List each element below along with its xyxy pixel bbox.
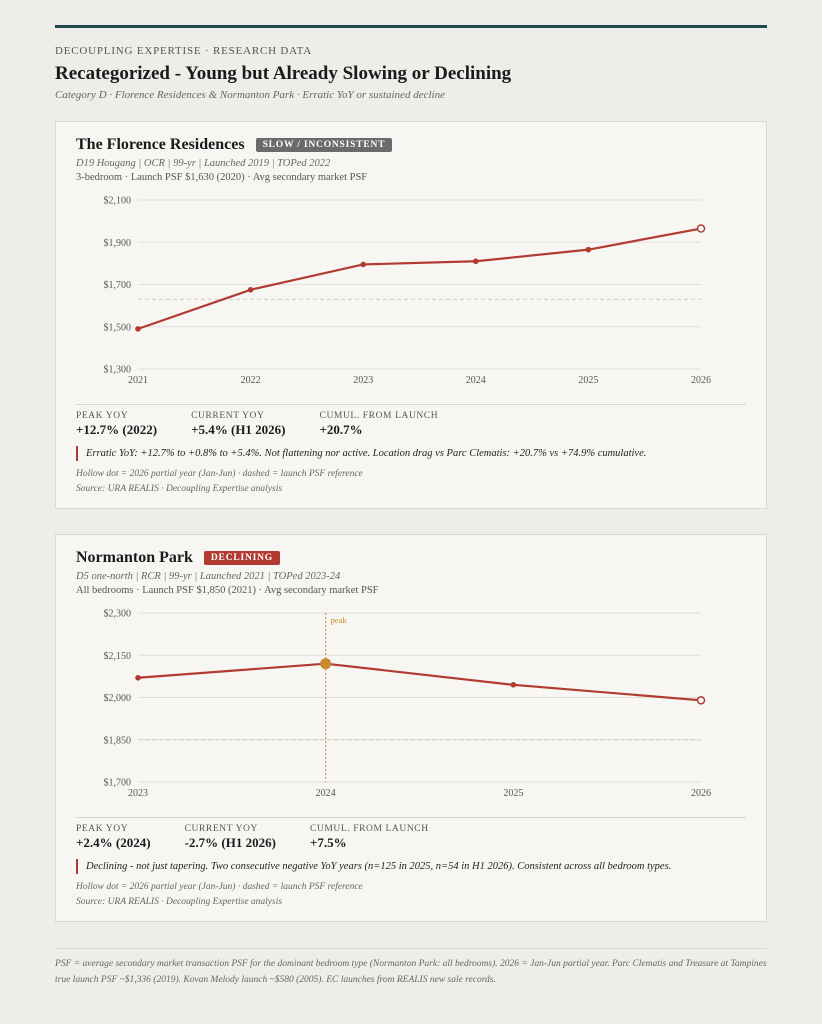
stat-value: +2.4% (2024) bbox=[76, 835, 151, 850]
footer-note: PSF = average secondary market transacti… bbox=[55, 959, 767, 985]
y-tick-label: $1,850 bbox=[104, 735, 132, 746]
stat-peak-yoy: PEAK YOY +2.4% (2024) bbox=[76, 824, 151, 851]
page-title: Recategorized - Young but Already Slowin… bbox=[55, 63, 512, 84]
eyebrow: DECOUPLING EXPERTISE · RESEARCH DATA bbox=[55, 45, 313, 57]
y-tick-label: $1,900 bbox=[104, 238, 132, 249]
x-tick-label: 2026 bbox=[691, 375, 711, 386]
data-point bbox=[473, 258, 479, 265]
card-description: 3-bedroom · Launch PSF $1,630 (2020) · A… bbox=[76, 172, 368, 183]
stat-value: +5.4% (H1 2026) bbox=[191, 422, 286, 437]
stat-cumulative: CUMUL. FROM LAUNCH +7.5% bbox=[310, 824, 429, 851]
project-card-florence: The Florence Residences SLOW / INCONSIST… bbox=[55, 121, 767, 509]
card-meta: D19 Hougang | OCR | 99-yr | Launched 201… bbox=[76, 158, 331, 169]
stat-label: CUMUL. FROM LAUNCH bbox=[319, 411, 439, 421]
series-line bbox=[137, 227, 702, 330]
stat-label: CURRENT YOY bbox=[184, 824, 258, 834]
x-tick-label: 2022 bbox=[241, 375, 261, 386]
data-point-partial-year bbox=[696, 696, 706, 705]
stat-value: -2.7% (H1 2026) bbox=[184, 835, 276, 850]
x-tick-label: 2026 bbox=[691, 788, 711, 799]
chart-legend-note: Hollow dot = 2026 partial year (Jan-Jun)… bbox=[76, 882, 363, 892]
x-tick-label: 2021 bbox=[128, 375, 148, 386]
series-line bbox=[137, 662, 702, 702]
stat-label: PEAK YOY bbox=[76, 411, 129, 421]
top-accent-bar bbox=[55, 25, 767, 28]
data-point-peak bbox=[320, 658, 332, 670]
y-tick-label: $1,700 bbox=[104, 778, 132, 789]
stat-cumulative: CUMUL. FROM LAUNCH +20.7% bbox=[320, 411, 439, 438]
x-tick-label: 2023 bbox=[353, 375, 373, 386]
y-tick-label: $2,150 bbox=[104, 651, 132, 662]
y-tick-label: $1,700 bbox=[104, 280, 132, 291]
stat-label: PEAK YOY bbox=[76, 824, 129, 834]
status-badge: DECLINING bbox=[203, 551, 280, 565]
stat-label: CUMUL. FROM LAUNCH bbox=[309, 824, 429, 834]
card-description: All bedrooms · Launch PSF $1,850 (2021) … bbox=[76, 585, 379, 596]
y-tick-label: $1,300 bbox=[104, 365, 132, 376]
stats-row: PEAK YOY +2.4% (2024) CURRENT YOY -2.7% … bbox=[76, 817, 746, 851]
card-title: The Florence Residences bbox=[76, 136, 245, 153]
x-tick-label: 2024 bbox=[316, 788, 336, 799]
analysis-note: Erratic YoY: +12.7% to +0.8% to +5.4%. N… bbox=[76, 446, 746, 461]
data-point bbox=[360, 261, 367, 268]
psf-line-chart: $1,300 $1,500 $1,700 $1,900 $2,100 2021 2022 20… bbox=[104, 196, 712, 387]
stat-value: +7.5% bbox=[309, 835, 347, 850]
y-tick-label: $2,300 bbox=[104, 609, 132, 620]
page-subtitle: Category D · Florence Residences & Norma… bbox=[55, 89, 445, 101]
data-point bbox=[135, 326, 141, 332]
y-tick-label: $2,100 bbox=[104, 196, 132, 207]
stats-row: PEAK YOY +12.7% (2022) CURRENT YOY +5.4%… bbox=[76, 404, 746, 438]
status-badge: SLOW / INCONSISTENT bbox=[255, 138, 393, 152]
x-tick-label: 2024 bbox=[466, 375, 486, 386]
chart-legend-note: Hollow dot = 2026 partial year (Jan-Jun)… bbox=[76, 469, 363, 479]
analysis-note: Declining - not just tapering. Two conse… bbox=[76, 859, 746, 874]
psf-line-chart: $1,700 $1,850 $2,000 $2,150 $2,300 2023 2024 20… bbox=[104, 609, 712, 800]
data-point bbox=[247, 286, 254, 293]
project-card-normanton: Normanton Park DECLINING D5 one-north | … bbox=[55, 534, 767, 922]
stat-peak-yoy: PEAK YOY +12.7% (2022) bbox=[76, 411, 157, 438]
data-point-partial-year bbox=[696, 224, 706, 233]
card-header: Normanton Park DECLINING bbox=[76, 549, 280, 567]
y-tick-label: $1,500 bbox=[104, 322, 132, 333]
x-tick-label: 2025 bbox=[503, 788, 523, 799]
footer-divider bbox=[55, 948, 767, 949]
y-tick-label: $2,000 bbox=[104, 693, 132, 704]
data-point bbox=[510, 682, 517, 688]
source-note: Source: URA REALIS · Decoupling Expertis… bbox=[76, 484, 283, 494]
stat-label: CURRENT YOY bbox=[191, 411, 265, 421]
stat-current-yoy: CURRENT YOY -2.7% (H1 2026) bbox=[185, 824, 276, 851]
peak-label: peak bbox=[331, 615, 348, 625]
x-tick-label: 2023 bbox=[128, 788, 148, 799]
source-note: Source: URA REALIS · Decoupling Expertis… bbox=[76, 897, 283, 907]
data-point bbox=[585, 246, 592, 253]
data-point bbox=[135, 674, 141, 681]
x-tick-label: 2025 bbox=[578, 375, 598, 386]
card-header: The Florence Residences SLOW / INCONSIST… bbox=[76, 136, 393, 154]
stat-value: +20.7% bbox=[319, 422, 363, 437]
card-title: Normanton Park bbox=[76, 549, 193, 566]
card-meta: D5 one-north | RCR | 99-yr | Launched 20… bbox=[76, 571, 341, 582]
stat-current-yoy: CURRENT YOY +5.4% (H1 2026) bbox=[191, 411, 285, 438]
stat-value: +12.7% (2022) bbox=[76, 422, 158, 437]
